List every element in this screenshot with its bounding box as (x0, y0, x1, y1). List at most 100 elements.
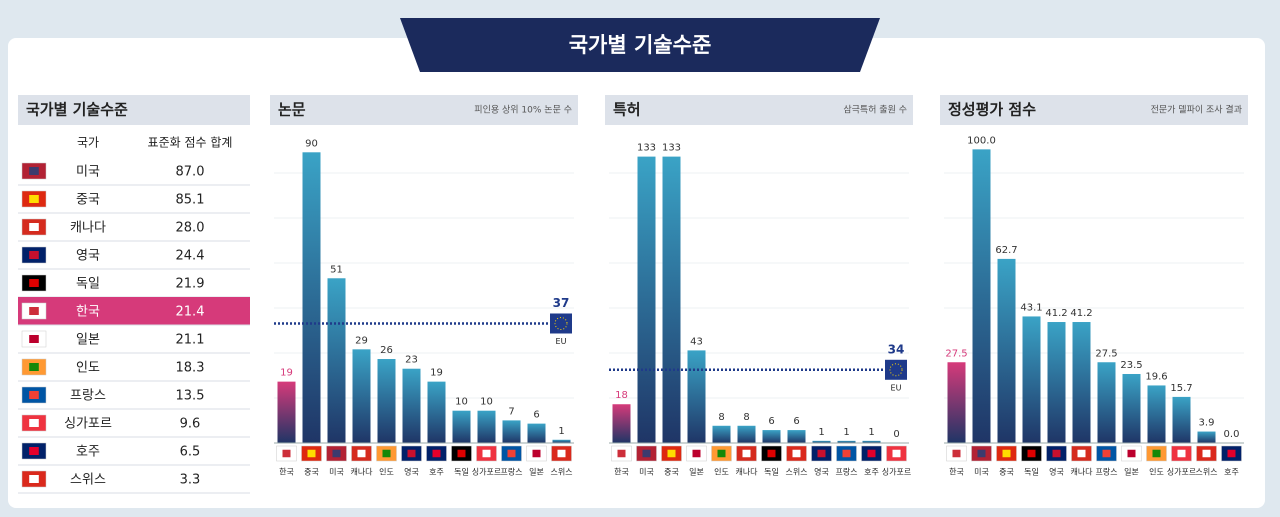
x-tick-label: 미국 (329, 468, 344, 477)
bar (947, 362, 966, 443)
score: 28.0 (176, 221, 205, 236)
score: 3.3 (180, 473, 201, 488)
bar (302, 152, 321, 444)
x-tick-label: 호주 (429, 468, 444, 477)
flag-emblem (767, 449, 776, 458)
country: 캐나다 (70, 221, 106, 236)
reference-label: EU (556, 337, 567, 346)
column-header: 표준화 점수 합계 (148, 136, 233, 150)
table-header (18, 95, 250, 125)
country: 독일 (76, 277, 100, 292)
flag-emblem (1102, 449, 1111, 458)
bar (837, 440, 856, 443)
x-tick-label: 영국 (1049, 467, 1064, 477)
flag-emblem (457, 449, 466, 458)
bar (1172, 396, 1191, 443)
eu-flag (885, 359, 907, 380)
panel-header (605, 95, 913, 125)
x-tick-label: 싱가포르 (1167, 467, 1196, 477)
value-label: 7 (508, 406, 514, 417)
x-tick-label: 미국 (639, 468, 654, 477)
flag-emblem (792, 449, 801, 458)
value-label: 100.0 (967, 135, 996, 146)
x-tick-label: 스위스 (1195, 468, 1217, 477)
bar (277, 381, 296, 443)
bar (427, 381, 446, 443)
x-tick-label: 독일 (1024, 468, 1039, 477)
x-tick-label: 독일 (764, 468, 779, 477)
bar (972, 149, 991, 443)
flag-emblem (1127, 449, 1136, 458)
value-label: 62.7 (995, 245, 1017, 256)
bar (352, 349, 371, 443)
bar (612, 404, 631, 443)
value-label: 41.2 (1045, 308, 1067, 319)
eu-stars (889, 363, 903, 377)
flag-emblem (407, 449, 416, 458)
flag-emblem (1227, 449, 1236, 458)
flag-emblem (432, 449, 441, 458)
value-label: 133 (662, 143, 681, 154)
x-tick-label: 일본 (1124, 468, 1139, 477)
value-label: 23 (405, 355, 418, 366)
score: 24.4 (176, 249, 205, 264)
bar (997, 258, 1016, 443)
score: 85.1 (176, 193, 205, 208)
x-tick-label: 영국 (404, 467, 419, 477)
flag-emblem (1052, 449, 1061, 458)
x-tick-label: 한국 (949, 468, 964, 477)
x-tick-label: 프랑스 (500, 467, 522, 477)
flag-emblem (29, 419, 39, 427)
bar (402, 368, 421, 443)
title-banner (400, 18, 880, 72)
value-label: 3.9 (1199, 418, 1215, 429)
flag-emblem (617, 449, 626, 458)
x-tick-label: 일본 (529, 468, 544, 477)
flag-emblem (1152, 449, 1161, 458)
flag-emblem (1202, 449, 1211, 458)
country: 스위스 (70, 473, 106, 488)
x-tick-label: 중국 (999, 468, 1014, 477)
x-tick-label: 호주 (864, 468, 879, 477)
country: 미국 (76, 165, 100, 180)
country: 싱가포르 (64, 417, 112, 432)
country: 한국 (76, 305, 100, 320)
flag-emblem (952, 449, 961, 458)
panel-header (940, 95, 1248, 125)
value-label: 19 (280, 368, 293, 379)
bar (762, 430, 781, 443)
x-tick-label: 인도 (714, 467, 729, 477)
flag-emblem (977, 449, 986, 458)
eu-stars (554, 316, 568, 330)
flag-emblem (1002, 449, 1011, 458)
value-label: 1 (868, 427, 874, 438)
flag-emblem (667, 449, 676, 458)
x-tick-label: 프랑스 (1095, 467, 1117, 477)
score: 21.1 (176, 333, 205, 348)
value-label: 1 (818, 427, 824, 438)
value-label: 43 (690, 336, 703, 347)
x-tick-label: 캐나다 (1070, 468, 1093, 477)
flag-emblem (29, 335, 39, 343)
flag-emblem (842, 449, 851, 458)
column-header: 국가 (77, 136, 99, 150)
eu-flag (550, 313, 572, 334)
value-label: 0 (893, 429, 899, 440)
bar (327, 278, 346, 443)
reference-label: EU (891, 383, 902, 392)
bar (637, 156, 656, 443)
score: 21.4 (176, 305, 205, 320)
value-label: 133 (637, 143, 656, 154)
bar (1097, 362, 1116, 443)
value-label: 10 (480, 397, 493, 408)
bar (1072, 322, 1091, 443)
value-label: 6 (533, 410, 539, 421)
bar (862, 440, 881, 443)
value-label: 23.5 (1120, 360, 1142, 371)
bar (452, 410, 471, 443)
flag-emblem (282, 449, 291, 458)
x-tick-label: 싱가포르 (882, 467, 911, 477)
flag-emblem (482, 449, 491, 458)
bar (552, 439, 571, 443)
